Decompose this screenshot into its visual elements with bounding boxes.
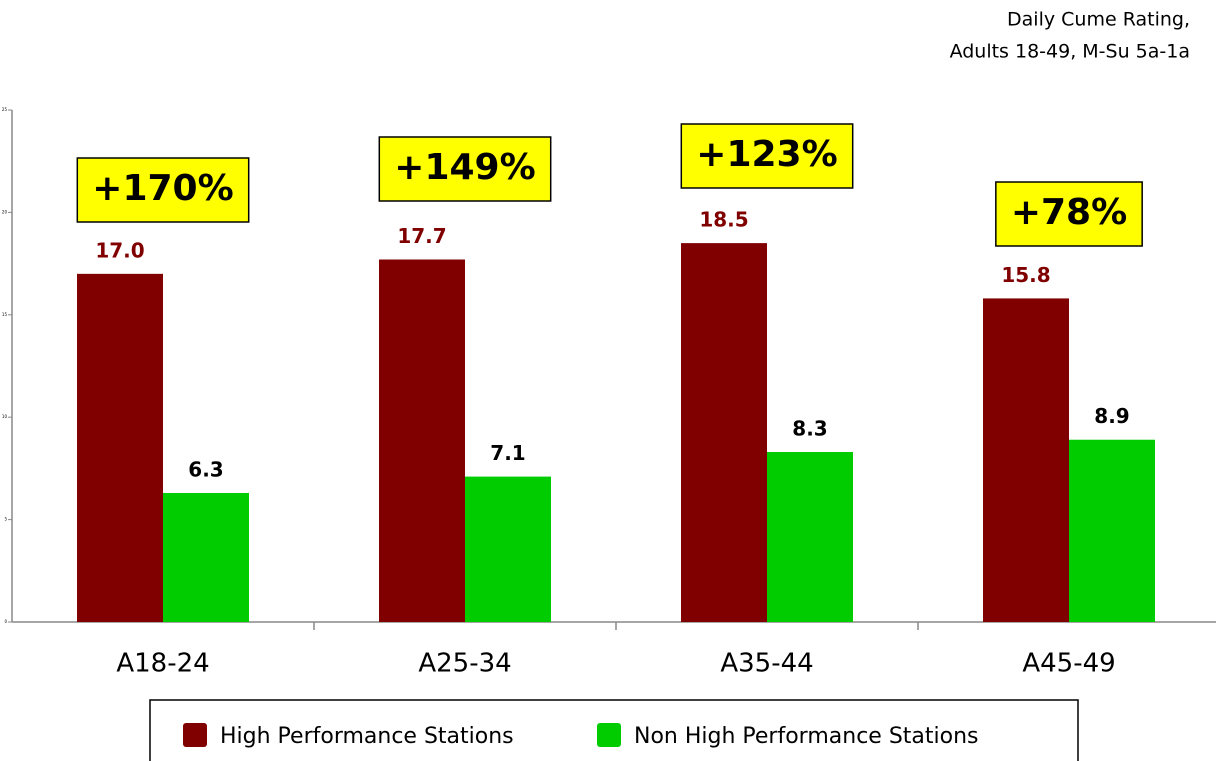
legend-label: Non High Performance Stations <box>634 724 979 749</box>
bar <box>465 476 551 622</box>
data-label: 18.5 <box>699 208 748 232</box>
y-tick-label: 15 <box>2 312 8 317</box>
y-tick-label: 20 <box>2 209 8 214</box>
x-tick-label: A45-49 <box>1022 649 1115 679</box>
chart-subtitle: Adults 18-49, M-Su 5a-1a <box>950 41 1190 63</box>
bar <box>1069 439 1155 622</box>
y-tick-label: 10 <box>2 414 8 419</box>
data-label: 8.9 <box>1094 404 1129 428</box>
y-tick-label: 0 <box>4 619 7 624</box>
legend-swatch <box>597 723 621 747</box>
chart-title: Daily Cume Rating, <box>1007 9 1190 31</box>
x-tick-label: A25-34 <box>418 649 511 679</box>
annotation-box <box>378 136 552 202</box>
bar <box>767 452 853 622</box>
legend-label: High Performance Stations <box>220 724 514 749</box>
bar <box>77 273 163 622</box>
data-label: 7.1 <box>490 441 525 465</box>
annotation-text: +170% <box>92 168 233 209</box>
annotation-box <box>680 123 854 189</box>
bar <box>681 243 767 622</box>
x-tick-label: A18-24 <box>116 649 209 679</box>
data-label: 17.0 <box>95 238 144 262</box>
annotation-text: +123% <box>696 134 837 175</box>
annotation-box <box>995 181 1143 247</box>
annotation-text: +78% <box>1011 192 1127 233</box>
data-label: 17.7 <box>397 224 446 248</box>
legend-swatch <box>183 723 207 747</box>
bar <box>163 492 249 622</box>
data-label: 8.3 <box>792 417 827 441</box>
x-tick-label: A35-44 <box>720 649 813 679</box>
y-tick-label: 25 <box>2 107 8 112</box>
data-label: 15.8 <box>1001 263 1050 287</box>
annotation-box <box>76 157 250 223</box>
y-tick-label: 5 <box>4 517 7 522</box>
bar <box>983 298 1069 622</box>
annotation-text: +149% <box>394 147 535 188</box>
bar <box>379 259 465 622</box>
data-label: 6.3 <box>188 457 223 481</box>
